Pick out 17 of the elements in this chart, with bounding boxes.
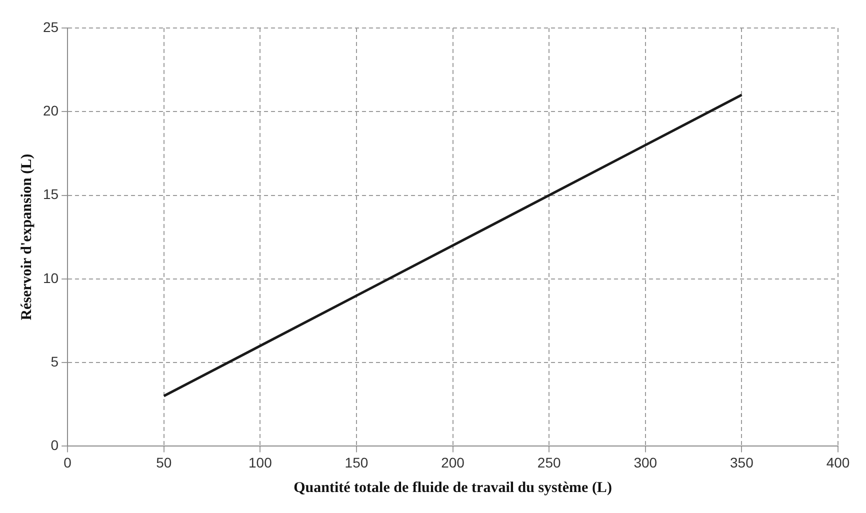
y-tick-label: 15 [42, 186, 59, 202]
x-tick-label: 350 [730, 454, 754, 470]
y-tick-label: 5 [50, 353, 59, 370]
x-tick-label: 0 [64, 454, 72, 470]
y-tick-label: 10 [42, 270, 59, 286]
y-tick-label: 20 [42, 102, 59, 118]
y-axis-title: Réservoir d'expansion (L) [18, 154, 35, 320]
x-tick-label: 100 [248, 454, 272, 470]
x-tick-label: 50 [156, 454, 172, 470]
y-tick-label: 25 [42, 18, 59, 35]
x-tick-label: 300 [634, 454, 658, 470]
y-tick-label: 0 [50, 437, 59, 454]
x-axis-title: Quantité totale de fluide de travail du système (L) [294, 480, 612, 496]
x-tick-label: 150 [344, 454, 368, 470]
x-tick-label: 250 [537, 454, 561, 470]
x-tick-label: 200 [441, 454, 465, 470]
x-tick-label: 400 [826, 454, 850, 470]
